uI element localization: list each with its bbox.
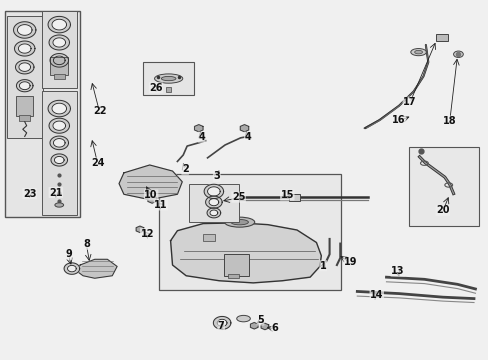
Polygon shape (19, 44, 31, 53)
Polygon shape (50, 136, 68, 150)
Polygon shape (48, 17, 70, 33)
Ellipse shape (154, 74, 183, 83)
Polygon shape (206, 208, 220, 218)
Polygon shape (49, 35, 69, 50)
Polygon shape (48, 100, 70, 117)
Text: 21: 21 (49, 188, 62, 198)
Text: 4: 4 (244, 132, 251, 142)
FancyBboxPatch shape (41, 91, 77, 215)
Bar (166, 87, 171, 92)
Polygon shape (261, 323, 268, 330)
Polygon shape (53, 38, 65, 47)
Polygon shape (53, 139, 65, 147)
Ellipse shape (224, 217, 254, 227)
Polygon shape (20, 82, 30, 90)
Ellipse shape (55, 203, 63, 207)
Bar (227, 274, 238, 278)
Ellipse shape (161, 76, 176, 81)
Text: 20: 20 (435, 205, 448, 215)
Polygon shape (50, 54, 68, 67)
Ellipse shape (230, 220, 248, 225)
Text: 9: 9 (65, 249, 72, 259)
Polygon shape (119, 165, 182, 200)
Bar (54, 73, 64, 79)
Text: 11: 11 (154, 200, 167, 210)
FancyBboxPatch shape (188, 184, 239, 222)
Polygon shape (250, 323, 258, 329)
Text: 6: 6 (271, 323, 278, 333)
Bar (224, 253, 249, 276)
Polygon shape (53, 56, 65, 64)
Text: 12: 12 (140, 229, 154, 239)
Text: 5: 5 (257, 315, 264, 325)
Polygon shape (205, 196, 222, 208)
Polygon shape (19, 63, 30, 71)
Text: 22: 22 (93, 107, 106, 116)
Bar (288, 194, 299, 202)
Bar (16, 96, 33, 116)
Text: 3: 3 (213, 171, 220, 181)
Text: 26: 26 (149, 83, 163, 93)
Text: 24: 24 (91, 158, 104, 168)
Polygon shape (17, 80, 33, 92)
Text: 2: 2 (182, 164, 188, 174)
Text: 1: 1 (319, 261, 326, 271)
Polygon shape (240, 125, 248, 132)
Polygon shape (54, 157, 64, 163)
Polygon shape (194, 125, 203, 132)
Polygon shape (208, 199, 218, 206)
Text: 8: 8 (83, 239, 90, 249)
Polygon shape (209, 210, 217, 216)
Text: 15: 15 (280, 190, 293, 200)
Text: 23: 23 (23, 189, 36, 199)
Text: 13: 13 (390, 266, 404, 276)
Text: 16: 16 (391, 115, 405, 125)
Polygon shape (14, 22, 36, 38)
Polygon shape (213, 316, 230, 329)
Ellipse shape (236, 315, 250, 322)
Bar (19, 114, 30, 121)
Text: 10: 10 (144, 190, 158, 200)
Text: 14: 14 (369, 290, 383, 300)
Ellipse shape (453, 51, 462, 58)
Polygon shape (18, 24, 32, 35)
Bar (435, 33, 447, 41)
Polygon shape (64, 263, 80, 274)
Polygon shape (217, 319, 226, 327)
Text: 7: 7 (217, 321, 224, 331)
FancyBboxPatch shape (408, 147, 478, 226)
FancyBboxPatch shape (41, 11, 77, 88)
FancyBboxPatch shape (7, 17, 42, 138)
Polygon shape (15, 41, 35, 56)
Text: 25: 25 (231, 192, 245, 202)
Polygon shape (52, 19, 66, 30)
Polygon shape (170, 223, 321, 283)
FancyBboxPatch shape (159, 174, 341, 290)
Ellipse shape (410, 49, 426, 56)
Text: 17: 17 (402, 97, 416, 107)
Polygon shape (52, 103, 66, 114)
Polygon shape (136, 226, 143, 233)
Polygon shape (147, 196, 156, 203)
Text: 19: 19 (343, 257, 357, 267)
Text: 18: 18 (442, 116, 456, 126)
Polygon shape (203, 184, 223, 199)
Ellipse shape (414, 50, 422, 54)
Polygon shape (207, 187, 220, 196)
FancyBboxPatch shape (5, 11, 80, 217)
Polygon shape (75, 259, 117, 278)
Polygon shape (49, 118, 69, 133)
FancyBboxPatch shape (143, 62, 194, 95)
Polygon shape (53, 121, 65, 130)
Text: 4: 4 (198, 132, 204, 142)
Bar (50, 57, 68, 75)
Bar (203, 234, 215, 241)
Polygon shape (51, 154, 67, 166)
Polygon shape (16, 60, 34, 74)
Polygon shape (67, 265, 76, 272)
